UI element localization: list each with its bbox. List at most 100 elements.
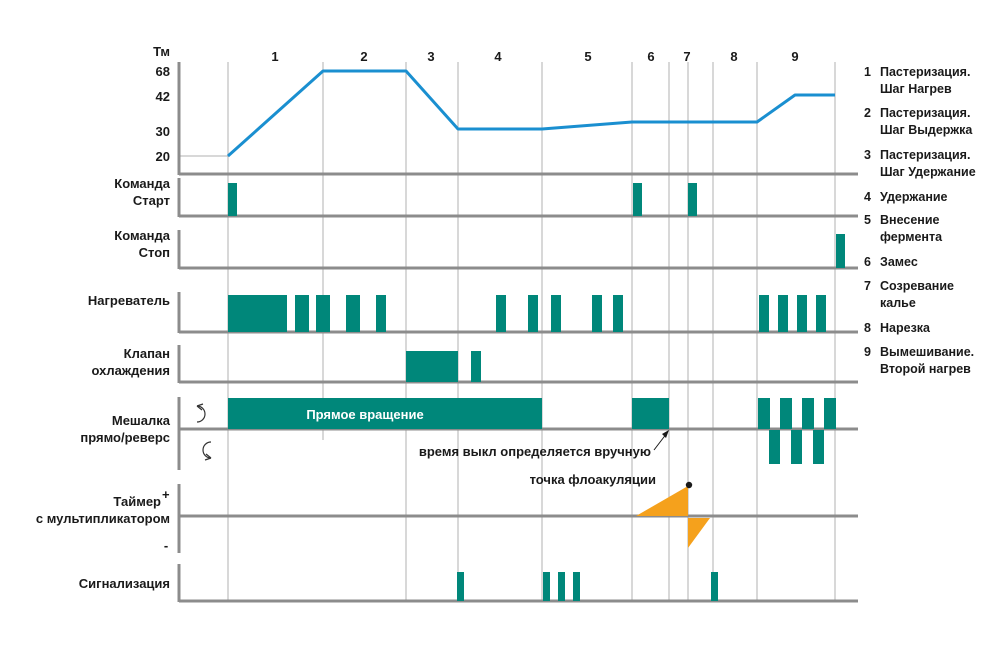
row-label: Мешалка [112, 413, 171, 428]
mixer-forward-bar [228, 398, 542, 429]
legend-text: Пастеризация. [880, 148, 970, 162]
legend-text: Удержание [880, 190, 948, 204]
heater-pulse [551, 295, 561, 332]
heater-pulse [316, 295, 330, 332]
mixer-forward-bar [802, 398, 814, 429]
phase-number: 5 [584, 49, 591, 64]
start-pulse [633, 183, 642, 216]
legend-text: Созревание [880, 279, 954, 293]
alarm-pulse [543, 572, 550, 601]
row-label: охлаждения [92, 363, 170, 378]
legend-text: Шаг Удержание [880, 165, 976, 179]
legend-number: 9 [864, 345, 871, 359]
row-label: Сигнализация [79, 576, 170, 591]
alarm-pulse [558, 572, 565, 601]
stop-pulse [836, 234, 845, 268]
row-heater: Нагреватель [88, 292, 858, 334]
temperature-axis-title: Тм [153, 44, 170, 59]
heater-pulse [778, 295, 788, 332]
heater-pulse [613, 295, 623, 332]
heater-pulse [759, 295, 769, 332]
legend-text: калье [880, 296, 916, 310]
mixer-reverse-bar [813, 430, 824, 464]
temperature-tick-label: 42 [156, 89, 170, 104]
row-label: с мультипликатором [36, 511, 170, 526]
heater-pulse [592, 295, 602, 332]
heater-pulse [528, 295, 538, 332]
phase-number: 7 [683, 49, 690, 64]
legend-number: 8 [864, 321, 871, 335]
phase-number: 4 [494, 49, 502, 64]
rotate-cw-icon [196, 403, 206, 423]
heater-pulse [295, 295, 309, 332]
alarm-pulse [711, 572, 718, 601]
legend-text: Вымешивание. [880, 345, 974, 359]
flocculation-point-marker [685, 481, 693, 489]
mixer-forward-bar [780, 398, 792, 429]
legend-number: 4 [864, 190, 871, 204]
legend-number: 3 [864, 148, 871, 162]
temperature-tick-label: 20 [156, 149, 170, 164]
phase-numbers: 1 2 3 4 5 6 7 8 9 [271, 49, 798, 64]
valve-pulse [406, 351, 458, 382]
row-alarm: Сигнализация [79, 564, 858, 603]
valve-pulse [471, 351, 481, 382]
mixer-reverse-bar [769, 430, 780, 464]
phase-number: 3 [427, 49, 434, 64]
start-pulse [228, 183, 237, 216]
start-pulse [688, 183, 697, 216]
row-cooling-valve: Клапан охлаждения [92, 345, 858, 384]
timer-minus-sign: - [164, 538, 168, 553]
temperature-tick-label: 30 [156, 124, 170, 139]
legend-text: Нарезка [880, 321, 931, 335]
row-label: Таймер [113, 494, 161, 509]
row-label: Стоп [139, 245, 170, 260]
legend-text: Пастеризация. [880, 65, 970, 79]
row-mixer: Мешалка прямо/реверс Прямое вращение вре… [80, 397, 858, 470]
temperature-curve [226, 69, 835, 158]
timer-plus-sign: + [162, 487, 170, 502]
phase-legend: 1 Пастеризация. Шаг Нагрев 2 Пастеризаци… [864, 65, 976, 376]
legend-text: Шаг Нагрев [880, 82, 952, 96]
rotate-ccw-icon [202, 441, 212, 461]
timer-ramp-up [636, 486, 688, 516]
forward-rotation-label: Прямое вращение [306, 407, 423, 422]
row-label: Старт [133, 193, 170, 208]
legend-text: Внесение [880, 213, 940, 227]
off-time-pointer-head [662, 430, 669, 438]
heater-pulse [797, 295, 807, 332]
heater-pulse [228, 295, 287, 332]
phase-number: 1 [271, 49, 278, 64]
row-label: Команда [114, 176, 170, 191]
row-stop-command: Команда Стоп [114, 228, 858, 270]
legend-number: 5 [864, 213, 871, 227]
legend-text: Шаг Выдержка [880, 123, 973, 137]
mixer-forward-bar [758, 398, 770, 429]
legend-text: фермента [880, 230, 943, 244]
timer-ramp-down [688, 518, 710, 548]
legend-number: 6 [864, 255, 871, 269]
flocculation-annotation: точка флоакуляции [530, 472, 656, 487]
mixer-reverse-bar [791, 430, 802, 464]
legend-text: Пастеризация. [880, 106, 970, 120]
heater-pulse [346, 295, 360, 332]
row-label: прямо/реверс [80, 430, 170, 445]
phase-number: 8 [730, 49, 737, 64]
temperature-tick-label: 68 [156, 64, 170, 79]
row-start-command: Команда Старт [114, 176, 858, 218]
legend-number: 7 [864, 279, 871, 293]
mixer-forward-bar [824, 398, 836, 429]
alarm-pulse [457, 572, 464, 601]
phase-number: 2 [360, 49, 367, 64]
row-timer: Таймер + с мультипликатором - точка флоа… [36, 472, 858, 553]
row-label: Клапан [124, 346, 170, 361]
phase-number: 9 [791, 49, 798, 64]
row-label: Команда [114, 228, 170, 243]
legend-text: Второй нагрев [880, 362, 971, 376]
alarm-pulse [573, 572, 580, 601]
phase-number: 6 [647, 49, 654, 64]
heater-pulse [816, 295, 826, 332]
row-label: Нагреватель [88, 293, 170, 308]
legend-number: 2 [864, 106, 871, 120]
